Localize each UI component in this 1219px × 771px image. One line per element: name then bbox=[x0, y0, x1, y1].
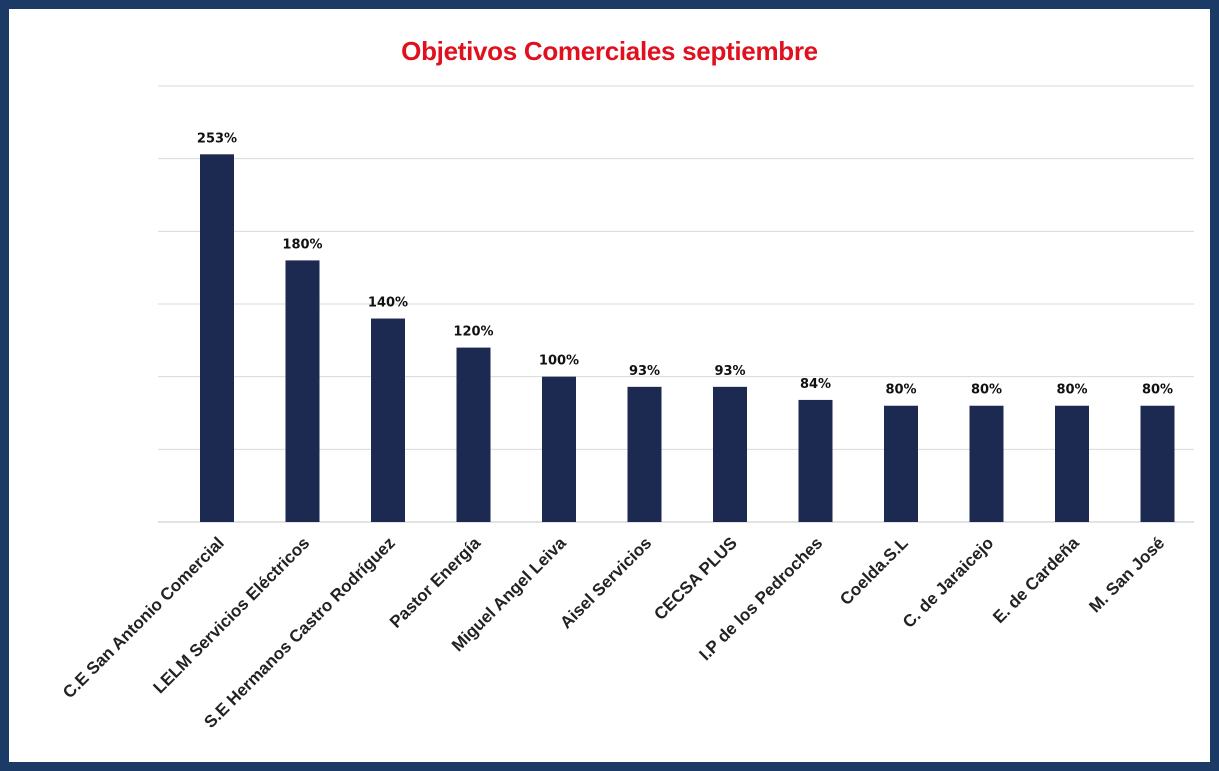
category-label: M. San José bbox=[1085, 533, 1168, 616]
bar bbox=[542, 376, 576, 522]
data-label: 100% bbox=[539, 354, 579, 369]
bar bbox=[798, 399, 833, 522]
bar bbox=[371, 318, 405, 522]
bar bbox=[200, 154, 234, 522]
bar bbox=[969, 405, 1004, 522]
data-label: 84% bbox=[800, 377, 831, 392]
category-label: Aisel Servicios bbox=[556, 533, 655, 632]
bar bbox=[884, 405, 918, 522]
category-label: E. de Cardeña bbox=[989, 533, 1083, 627]
data-label: 80% bbox=[1056, 383, 1087, 398]
data-label: 93% bbox=[714, 364, 745, 379]
data-label: 80% bbox=[971, 383, 1002, 398]
bar bbox=[456, 347, 491, 522]
category-label: Pastor Energía bbox=[386, 533, 485, 632]
category-label: Coelda.S.L bbox=[836, 533, 912, 609]
bar bbox=[1140, 405, 1175, 522]
chart-title: Objetivos Comerciales septiembre bbox=[401, 36, 818, 66]
data-label: 80% bbox=[885, 383, 916, 398]
data-label: 80% bbox=[1142, 383, 1173, 398]
category-label: C.E San Antonio Comercial bbox=[59, 533, 228, 702]
bar bbox=[285, 260, 320, 522]
bar bbox=[713, 386, 747, 522]
category-label: S.E Hermanos Castro Rodríguez bbox=[200, 533, 398, 731]
category-label: LELM Servicios Eléctricos bbox=[150, 533, 314, 697]
bar bbox=[1055, 405, 1089, 522]
bar bbox=[627, 386, 662, 522]
data-label: 253% bbox=[197, 131, 237, 146]
data-label: 93% bbox=[629, 364, 660, 379]
category-label: C. de Jaraicejo bbox=[899, 533, 997, 631]
data-label: 140% bbox=[368, 296, 408, 311]
data-label: 120% bbox=[453, 325, 493, 340]
data-label: 180% bbox=[282, 237, 322, 252]
category-label: CECSA PLUS bbox=[650, 533, 740, 623]
